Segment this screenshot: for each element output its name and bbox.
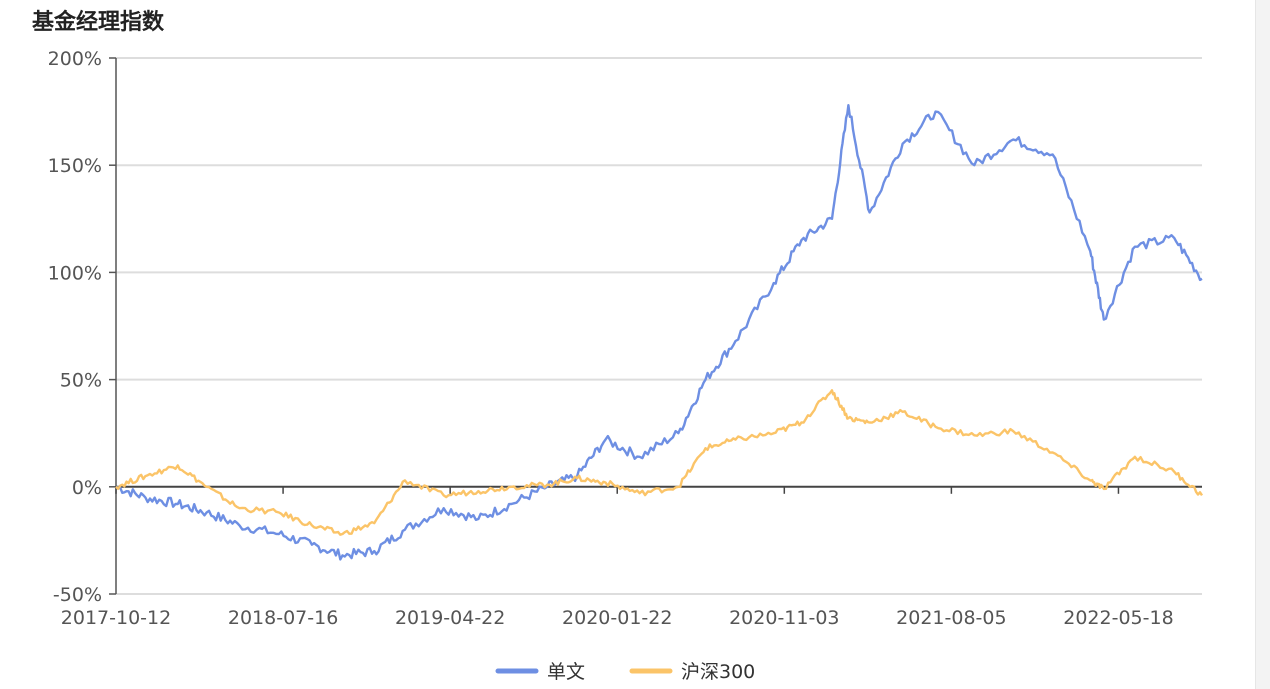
y-tick-label: 50% [60, 370, 102, 392]
legend: 单文 沪深300 [495, 661, 755, 683]
series-lines [115, 103, 1204, 561]
y-tick-label: 150% [48, 155, 102, 177]
x-tick-label: 2017-10-12 [61, 607, 171, 629]
axes [109, 57, 1202, 595]
series-line-2[interactable] [115, 389, 1204, 536]
y-tick-label: -50% [53, 584, 102, 606]
y-tick-label: 100% [48, 262, 102, 284]
x-tick-label: 2022-05-18 [1063, 607, 1173, 629]
y-tick-label: 0% [72, 477, 102, 499]
legend-label-series2[interactable]: 沪深300 [681, 661, 755, 683]
tick-labels: -50% 0% 50% 100% 150% 200% 2017-10-12 2018-07-1… [48, 48, 1174, 629]
x-tick-label: 2018-07-16 [228, 607, 338, 629]
legend-label-series1[interactable]: 单文 [547, 661, 585, 683]
x-tick-label: 2020-11-03 [729, 607, 839, 629]
x-tick-label: 2021-08-05 [896, 607, 1006, 629]
grid-lines [116, 57, 1202, 595]
x-tick-label: 2020-01-22 [562, 607, 672, 629]
series-line-1[interactable] [115, 103, 1203, 561]
x-tick-label: 2019-04-22 [395, 607, 505, 629]
scrollbar[interactable] [1255, 0, 1270, 689]
y-tick-label: 200% [48, 48, 102, 70]
chart-title: 基金经理指数 [32, 10, 165, 35]
